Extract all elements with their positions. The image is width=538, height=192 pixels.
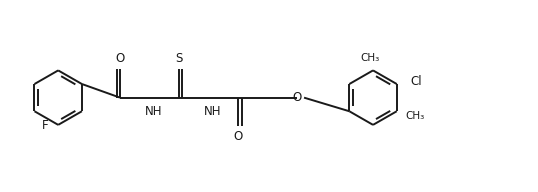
Text: O: O	[233, 130, 243, 143]
Text: O: O	[293, 91, 302, 104]
Text: S: S	[175, 52, 183, 65]
Text: F: F	[42, 119, 48, 132]
Text: NH: NH	[145, 105, 162, 118]
Text: NH: NH	[204, 105, 221, 118]
Text: Cl: Cl	[410, 75, 421, 88]
Text: O: O	[116, 52, 125, 65]
Text: CH₃: CH₃	[405, 111, 424, 121]
Text: CH₃: CH₃	[360, 53, 380, 63]
